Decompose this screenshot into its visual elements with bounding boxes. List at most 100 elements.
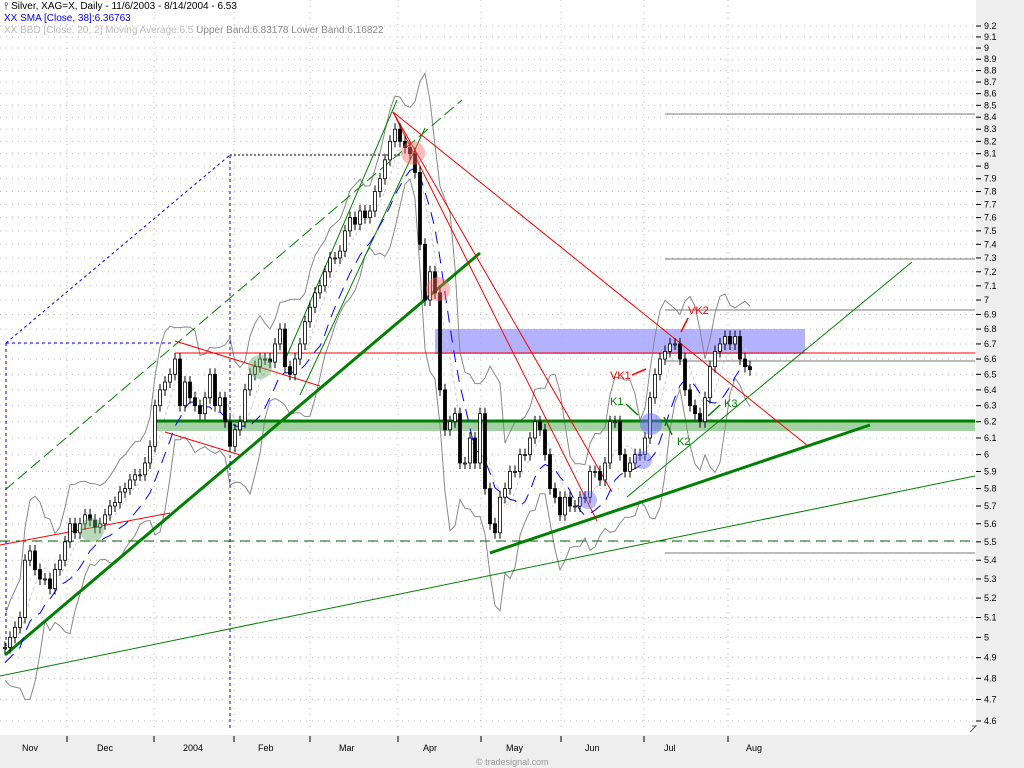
candle-body [433, 271, 437, 294]
y-tick-label: 6.4 [984, 385, 997, 395]
arrow-icon [631, 368, 647, 376]
candle-body [313, 292, 317, 308]
candle-body [73, 523, 77, 534]
y-tick-label: 8.9 [984, 54, 997, 64]
bbd-legend[interactable]: XX BBD [Close, 20, 2] Moving Average:6.5… [4, 25, 384, 37]
candle-body [143, 462, 147, 476]
candle-body [243, 389, 247, 423]
candle-body [538, 421, 542, 431]
candle-body [723, 336, 727, 345]
candle-body [13, 627, 17, 638]
candle-body [383, 159, 387, 180]
candle-body [543, 429, 547, 455]
candle-body [273, 343, 277, 363]
x-tick-label: Apr [423, 743, 437, 753]
chart-settings-icon[interactable]: ⫯ [4, 1, 9, 12]
candle-body [38, 569, 42, 580]
candle-body [33, 550, 37, 570]
candle-body [283, 328, 287, 368]
x-tick-label: Nov [22, 743, 39, 753]
candle-body [118, 491, 122, 503]
x-axis: Nov Dec 2004 Feb Mar Apr May Jun Jul Aug [22, 736, 762, 753]
candle-body [368, 210, 372, 218]
candle-body [503, 488, 507, 498]
candle-body [163, 381, 167, 391]
uptrend-line [489, 423, 871, 555]
candle-body [738, 336, 742, 360]
candle-body [708, 366, 712, 399]
upper-band [4, 71, 751, 616]
candle-body [658, 358, 662, 375]
y-tick-label: 7.1 [984, 281, 997, 291]
candle-body [573, 505, 577, 508]
candle-body [468, 437, 472, 464]
y-tick-label: 6.2 [984, 417, 997, 427]
triangle-line [164, 431, 241, 456]
bbd-legend-bands: Upper Band:6.83178 Lower Band:6.16822 [196, 25, 384, 36]
resize-handle-icon[interactable] [969, 725, 978, 733]
y-tick-label: 6.1 [984, 433, 997, 443]
candle-body [188, 381, 192, 399]
marker-circle [401, 141, 425, 165]
candle-body [513, 471, 517, 473]
candle-body [48, 578, 52, 589]
candle-body [373, 191, 377, 212]
candle-body [423, 243, 427, 301]
y-tick-label: 5.1 [984, 613, 997, 623]
y-tick-label: 8 [984, 161, 989, 171]
candle-body [28, 550, 32, 561]
candle-body [603, 462, 607, 481]
candle-body [428, 271, 432, 301]
candle-body [193, 397, 197, 407]
candle-body [443, 389, 447, 431]
candle-body [8, 636, 12, 648]
candle-body [93, 519, 97, 528]
candle-body [253, 366, 257, 375]
x-tick-label: 2004 [183, 743, 203, 753]
sma-legend[interactable]: XX SMA [Close, 38]:6.36763 [4, 13, 131, 24]
candle-body [698, 413, 702, 423]
candle-body [63, 541, 67, 561]
candle-body [593, 471, 597, 473]
candle-body [528, 437, 532, 455]
candle-body [78, 523, 82, 534]
channel-line [626, 261, 913, 498]
y-tick-label: 6.9 [984, 309, 997, 319]
y-tick-label: 8.5 [984, 100, 997, 110]
candle-body [653, 373, 657, 399]
y-tick-label: 7.7 [984, 199, 997, 209]
y-tick-label: 8.8 [984, 66, 997, 76]
y-axis: 9.29.198.9 8.88.7 8.68.5 8.4 8.3 8.2 8.1 8 7.9 7.… [976, 21, 997, 726]
candle-body [518, 454, 522, 472]
candle-body [148, 445, 152, 464]
downtrend-line [392, 111, 809, 447]
candle-body [223, 397, 227, 423]
marker-circle [634, 451, 652, 469]
annotation-k3: K3 [724, 398, 737, 410]
candle-body [388, 140, 392, 161]
downtrend-line [392, 111, 613, 493]
y-tick-label: 7.4 [984, 239, 997, 249]
y-tick-label: 4.6 [984, 716, 997, 726]
chart-title-text: Silver, XAG=X, Daily - 11/6/2003 - 8/14/… [11, 1, 237, 12]
candle-body [568, 496, 572, 507]
y-tick-label: 7.6 [984, 213, 997, 223]
candle-body [493, 523, 497, 534]
candle-body [478, 413, 482, 464]
x-tick-label: Feb [258, 743, 274, 753]
arrow-icon [707, 404, 721, 417]
marker-circle [248, 355, 272, 379]
candle-body [678, 343, 682, 360]
candle-body [418, 172, 422, 245]
y-tick-label: 5.9 [984, 466, 997, 476]
candle-body [308, 306, 312, 323]
y-tick-label: 9 [984, 43, 989, 53]
chart-title: ⫯ Silver, XAG=X, Daily - 11/6/2003 - 8/1… [4, 1, 237, 13]
y-tick-label: 5 [984, 632, 989, 642]
candle-body [643, 437, 647, 455]
marker-circle [579, 491, 597, 509]
candle-body [293, 358, 297, 375]
arrow-icon [625, 403, 639, 416]
candle-body [703, 397, 707, 423]
